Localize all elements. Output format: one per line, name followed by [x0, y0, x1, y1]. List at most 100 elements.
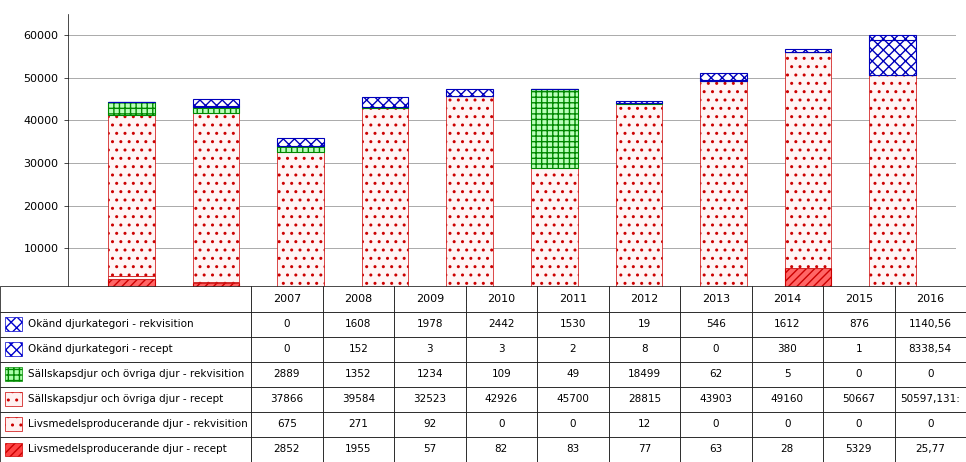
Text: Okänd djurkategori - recept: Okänd djurkategori - recept — [28, 344, 173, 354]
Bar — [277, 152, 324, 291]
Text: 1955: 1955 — [345, 444, 372, 455]
Text: 2442: 2442 — [488, 319, 515, 329]
Bar — [5, 317, 22, 331]
Text: 0: 0 — [784, 419, 790, 429]
Text: Sällskapsdjur och övriga djur - recept: Sällskapsdjur och övriga djur - recept — [28, 394, 223, 404]
Text: 2889: 2889 — [273, 369, 300, 379]
Bar — [615, 103, 662, 291]
Text: 63: 63 — [709, 444, 723, 455]
Bar — [537, 437, 609, 462]
Bar — [446, 89, 493, 96]
Text: Livsmedelsproducerande djur - rekvisition: Livsmedelsproducerande djur - rekvisitio… — [28, 419, 247, 429]
Bar — [895, 387, 966, 412]
Bar — [823, 412, 895, 437]
Bar — [700, 79, 747, 81]
Bar — [251, 311, 323, 337]
Bar — [394, 387, 466, 412]
Text: 2013: 2013 — [701, 294, 730, 304]
Text: 1978: 1978 — [416, 319, 443, 329]
Text: 12: 12 — [638, 419, 651, 429]
Bar — [323, 437, 394, 462]
Bar — [752, 337, 823, 362]
Bar — [869, 75, 916, 291]
Bar — [537, 286, 609, 311]
Bar — [0, 311, 251, 337]
Text: 3: 3 — [427, 344, 433, 354]
Text: 152: 152 — [349, 344, 368, 354]
Bar — [192, 107, 240, 113]
Text: 8: 8 — [641, 344, 647, 354]
Bar — [537, 362, 609, 387]
Text: 77: 77 — [638, 444, 651, 455]
Text: 0: 0 — [713, 344, 719, 354]
Bar — [466, 337, 537, 362]
Bar — [466, 311, 537, 337]
Bar — [752, 311, 823, 337]
Bar — [108, 115, 155, 276]
Text: 42926: 42926 — [485, 394, 518, 404]
Bar — [466, 286, 537, 311]
Bar — [895, 412, 966, 437]
Text: 271: 271 — [349, 419, 368, 429]
Bar — [609, 362, 680, 387]
Text: 2010: 2010 — [487, 294, 516, 304]
Bar — [5, 342, 22, 356]
Bar — [609, 437, 680, 462]
Bar — [5, 367, 22, 381]
Bar — [277, 138, 324, 146]
Bar — [251, 412, 323, 437]
Text: 0: 0 — [284, 319, 290, 329]
Bar — [394, 362, 466, 387]
Bar — [362, 107, 409, 108]
Text: 2: 2 — [570, 344, 576, 354]
Bar — [895, 286, 966, 311]
Text: 1530: 1530 — [559, 319, 586, 329]
Text: 1612: 1612 — [774, 319, 801, 329]
Text: 675: 675 — [277, 419, 297, 429]
Bar — [700, 73, 747, 79]
Bar — [323, 412, 394, 437]
Text: 19: 19 — [638, 319, 651, 329]
Bar — [895, 337, 966, 362]
Bar — [823, 437, 895, 462]
Text: 92: 92 — [423, 419, 437, 429]
Bar — [466, 362, 537, 387]
Bar — [5, 443, 22, 456]
Text: 2015: 2015 — [844, 294, 873, 304]
Text: 39584: 39584 — [342, 394, 375, 404]
Text: 37866: 37866 — [270, 394, 303, 404]
Text: 380: 380 — [778, 344, 797, 354]
Text: 1: 1 — [856, 344, 862, 354]
Bar — [323, 286, 394, 311]
Bar — [108, 102, 155, 115]
Bar — [615, 101, 662, 103]
Text: 2016: 2016 — [916, 294, 945, 304]
Text: 2011: 2011 — [558, 294, 587, 304]
Text: 5: 5 — [784, 369, 790, 379]
Bar — [394, 337, 466, 362]
Bar — [823, 311, 895, 337]
Bar — [277, 146, 324, 152]
Bar — [5, 418, 22, 432]
Text: Livsmedelsproducerande djur - recept: Livsmedelsproducerande djur - recept — [28, 444, 227, 455]
Text: 45700: 45700 — [556, 394, 589, 404]
Bar — [0, 437, 251, 462]
Text: 1608: 1608 — [345, 319, 372, 329]
Bar — [680, 437, 752, 462]
Bar — [323, 337, 394, 362]
Bar — [0, 387, 251, 412]
Bar — [466, 387, 537, 412]
Bar — [680, 286, 752, 311]
Text: 32523: 32523 — [413, 394, 446, 404]
Bar — [446, 96, 493, 291]
Text: 0: 0 — [856, 369, 862, 379]
Bar — [680, 311, 752, 337]
Bar — [895, 437, 966, 462]
Text: 0: 0 — [570, 419, 576, 429]
Bar — [0, 286, 251, 311]
Bar — [251, 286, 323, 311]
Text: 1140,56: 1140,56 — [909, 319, 952, 329]
Bar — [537, 412, 609, 437]
Bar — [869, 40, 916, 75]
Bar — [362, 97, 409, 107]
